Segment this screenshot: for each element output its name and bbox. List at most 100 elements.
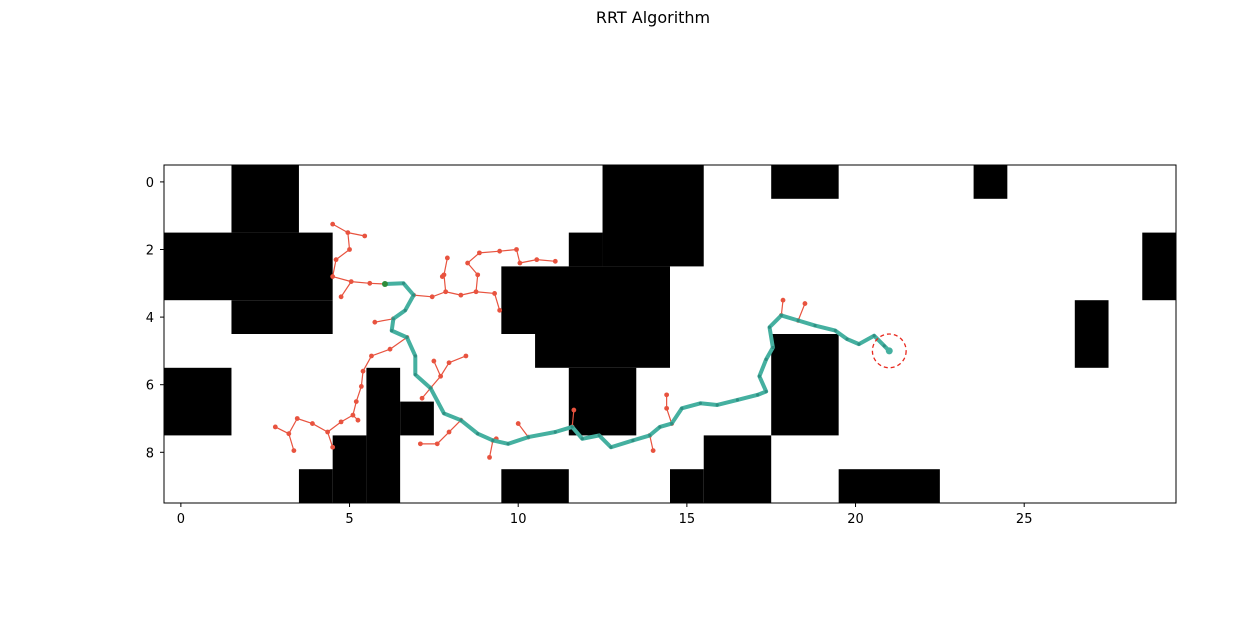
tree-edge [571,409,575,428]
path-node [764,389,768,394]
x-tick-label: 20 [847,512,864,527]
tree-edge [288,433,295,451]
path-node [403,308,407,312]
tree-node [446,429,452,435]
path-node [757,374,761,378]
tree-node [350,412,356,418]
tree-node [443,289,449,295]
tree-node [475,272,481,278]
tree-edge [340,281,352,298]
path-node [580,437,584,441]
path-node [428,386,433,390]
path-node [570,425,574,429]
path-node [698,401,702,405]
y-tick-label: 2 [146,244,154,259]
path-node [553,430,557,434]
tree-edge [475,291,495,295]
tree-node [515,421,521,426]
obstacle-block [366,367,401,503]
tree-node [534,257,540,263]
path-node [609,445,613,449]
tree-edge [519,259,537,264]
tree-edge [479,250,500,254]
tree-node [330,274,336,279]
path-node [882,344,886,348]
path-node [491,438,495,443]
tree-edge [536,259,556,262]
tree-edge [475,274,479,292]
tree-edge [347,232,351,250]
path-node [631,438,635,443]
path-node [405,335,409,339]
path-node [390,329,394,333]
tree-edge [332,275,352,283]
tree-edge [443,257,448,275]
tree-edge [436,431,450,445]
obstacle-block [298,469,333,503]
tree-node [338,294,344,300]
path-node [813,323,817,328]
tree-node [429,294,435,300]
tree-edge [488,440,494,458]
y-tick-label: 0 [146,176,154,191]
tree-node [286,431,292,437]
path-node [764,357,768,361]
tree-edge [517,423,529,438]
tree-edge [431,291,446,298]
path-node [833,329,837,333]
x-tick-label: 25 [1016,512,1033,527]
tree-node [497,248,503,254]
tree-edge [666,408,673,424]
tree-edge [332,223,349,234]
tree-node [338,419,344,425]
obstacle-block [535,334,670,368]
tree-edge [275,426,290,435]
tree-node [446,360,452,366]
y-tick-label: 6 [146,379,154,394]
tree-edge [797,303,806,321]
path-node [526,435,530,439]
tree-node [650,448,656,454]
tree-node [372,319,378,325]
x-tick-label: 5 [345,512,353,527]
tree-node [473,289,479,295]
y-tick-label: 8 [146,446,154,461]
tree-node [333,257,339,263]
path-node [412,293,416,297]
obstacle-block [568,367,637,436]
tree-node [347,247,352,252]
markers-layer [381,280,907,369]
tree-node [310,421,315,426]
tree-edge [440,362,450,377]
tree-node [571,407,577,413]
tree-node [417,441,423,447]
tree-node [458,292,464,298]
tree-node [330,444,336,450]
x-axis: 0 5 10 15 20 25 [177,503,1033,527]
tree-node [497,307,503,313]
x-tick-label: 15 [679,512,696,527]
tree-node [780,297,786,303]
path-node [413,354,417,358]
obstacle-block [838,469,940,503]
final-path [382,281,892,450]
tree-edge [312,423,328,433]
tree-node [664,405,670,411]
tree-node [355,417,361,423]
tree-node [438,373,444,379]
path-node [756,393,760,397]
tree-node [353,399,359,404]
rrt-tree-layer [272,221,808,460]
tree-edge [347,232,365,237]
path-node [670,421,674,426]
tree-node [362,233,368,239]
path-node [857,342,861,346]
path-node [391,317,395,321]
tree-node [294,416,300,421]
goal-region-circle [871,333,907,369]
tree-node [439,274,445,279]
path-node [796,318,800,323]
tree-node [330,221,336,227]
tree-edge [327,431,334,448]
